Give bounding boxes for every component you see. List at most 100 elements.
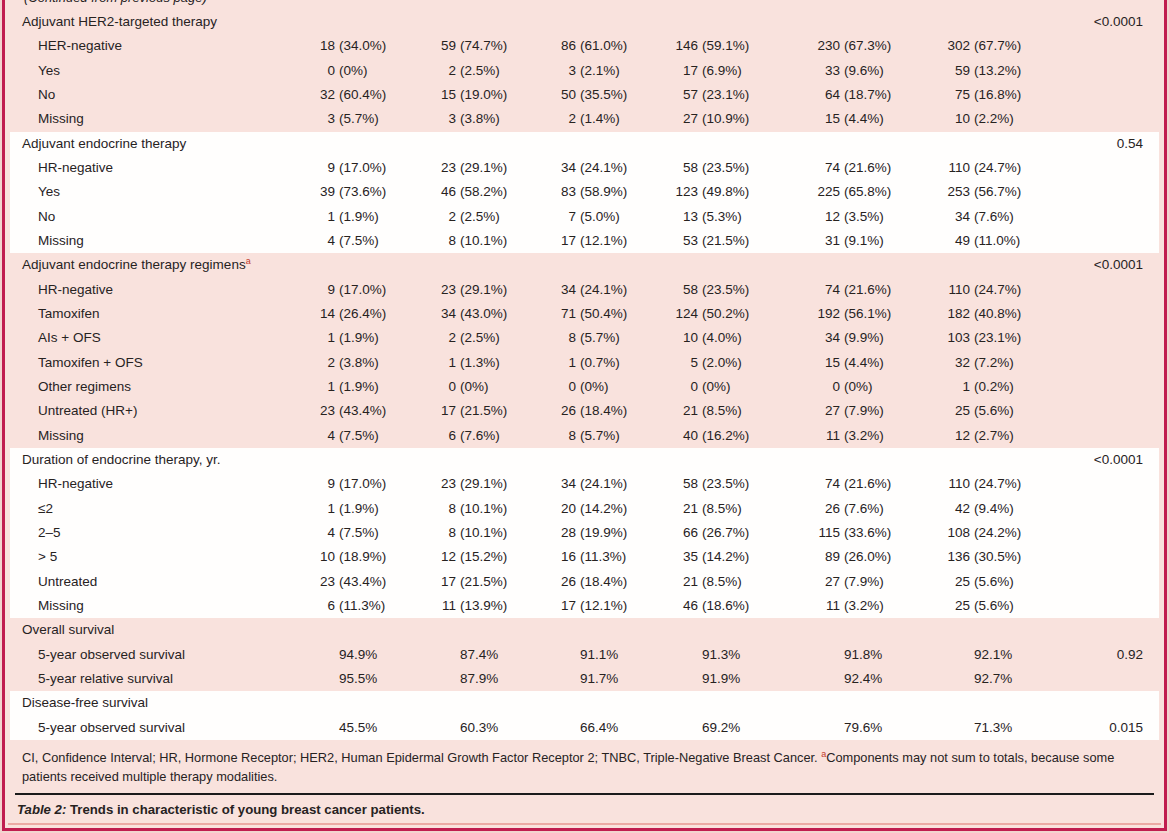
data-cell: 35(14.2%)	[666, 545, 808, 569]
cell-count: 46	[666, 594, 698, 618]
cell-count: 136	[938, 545, 970, 569]
cell-count: 110	[938, 278, 970, 302]
cell-count: 34	[938, 205, 970, 229]
data-cell: 3(5.7%)	[303, 107, 424, 131]
data-cell: 1(1.9%)	[303, 326, 424, 350]
row-label: Missing	[10, 107, 303, 131]
cell-percent: (26.7%)	[702, 521, 749, 545]
cell-count: 59	[424, 34, 456, 58]
cell-percent: (18.6%)	[702, 594, 749, 618]
cell-count: 182	[938, 302, 970, 326]
cell-count: 11	[808, 594, 840, 618]
data-cell: 7(5.0%)	[544, 205, 666, 229]
data-cell: 192(56.1%)	[808, 302, 938, 326]
row-label: HER-negative	[10, 34, 303, 58]
cell-percent: (19.0%)	[460, 83, 507, 107]
data-cell: 5(2.0%)	[666, 351, 808, 375]
data-cell: 91.1%	[544, 643, 666, 667]
bottom-gap	[5, 825, 1164, 829]
cell-count: 4	[303, 521, 335, 545]
cell-percent: (5.7%)	[339, 107, 379, 131]
cell-count: 50	[544, 83, 576, 107]
data-cell: 103(23.1%)	[938, 326, 1058, 350]
cell-percent: (2.0%)	[702, 351, 742, 375]
cell-percent: 71.3%	[974, 716, 1012, 740]
data-cell: 9(17.0%)	[303, 156, 424, 180]
cell-percent: (15.2%)	[460, 545, 507, 569]
cell-count: 13	[666, 205, 698, 229]
cell-percent: (18.4%)	[580, 570, 627, 594]
data-cell: 91.7%	[544, 667, 666, 691]
cell-count: 9	[303, 156, 335, 180]
cell-count: 66	[666, 521, 698, 545]
cell-count: 9	[303, 278, 335, 302]
data-cell: 57(23.1%)	[666, 83, 808, 107]
cell-count: 6	[424, 424, 456, 448]
cell-count: 8	[544, 326, 576, 350]
data-cell: 26(7.6%)	[808, 497, 938, 521]
data-cell: 74(21.6%)	[808, 156, 938, 180]
data-cell: 0(0%)	[544, 375, 666, 399]
cell-percent: (23.1%)	[702, 83, 749, 107]
data-cell: 58(23.5%)	[666, 156, 808, 180]
data-cell: 10(18.9%)	[303, 545, 424, 569]
cell-percent: (60.4%)	[339, 83, 386, 107]
cell-percent: (56.7%)	[974, 180, 1021, 204]
section-header-row: Overall survival	[10, 618, 1159, 642]
cell-count: 3	[544, 59, 576, 83]
cell-count: 108	[938, 521, 970, 545]
row-label: HR-negative	[10, 278, 303, 302]
cell-percent: (2.5%)	[460, 59, 500, 83]
cell-percent: (24.1%)	[580, 278, 627, 302]
data-cell: 79.6%	[808, 716, 938, 740]
data-cell: 23(29.1%)	[424, 472, 544, 496]
data-cell: 33(9.6%)	[808, 59, 938, 83]
data-cell: 23(29.1%)	[424, 156, 544, 180]
table-row: No1(1.9%)2(2.5%)7(5.0%)13(5.3%)12(3.5%)3…	[10, 205, 1159, 229]
data-cell: 17(6.9%)	[666, 59, 808, 83]
cell-count: 27	[808, 399, 840, 423]
table-row: ≤21(1.9%)8(10.1%)20(14.2%)21(8.5%)26(7.6…	[10, 497, 1159, 521]
cell-count: 12	[424, 545, 456, 569]
data-cell: 59(13.2%)	[938, 59, 1058, 83]
cell-percent: (5.0%)	[580, 205, 620, 229]
data-cell: 25(5.6%)	[938, 594, 1058, 618]
cell-count: 1	[303, 497, 335, 521]
data-cell: 2(2.5%)	[424, 205, 544, 229]
cell-percent: (23.5%)	[702, 156, 749, 180]
row-label: No	[10, 83, 303, 107]
cell-count: 86	[544, 34, 576, 58]
data-cell: 50(35.5%)	[544, 83, 666, 107]
data-cell: 66.4%	[544, 716, 666, 740]
continued-note-text: (Continued from previous page)	[10, 0, 1159, 5]
cell-percent: (24.7%)	[974, 278, 1021, 302]
data-cell: 3(3.8%)	[424, 107, 544, 131]
cell-percent: (5.7%)	[580, 326, 620, 350]
data-cell: 23(29.1%)	[424, 278, 544, 302]
data-cell: 34(24.1%)	[544, 278, 666, 302]
data-cell: 15(4.4%)	[808, 351, 938, 375]
section-header-row: Duration of endocrine therapy, yr.<0.000…	[10, 448, 1159, 472]
data-cell: 74(21.6%)	[808, 278, 938, 302]
data-cell: 6(7.6%)	[424, 424, 544, 448]
cell-count: 253	[938, 180, 970, 204]
cell-count: 39	[303, 180, 335, 204]
cell-percent: (7.5%)	[339, 521, 379, 545]
data-cell: 108(24.2%)	[938, 521, 1058, 545]
data-cell: 17(21.5%)	[424, 399, 544, 423]
cell-count: 8	[424, 229, 456, 253]
cell-percent: 94.9%	[339, 643, 377, 667]
cell-count: 17	[666, 59, 698, 83]
cell-count: 34	[544, 278, 576, 302]
cell-percent: (5.7%)	[580, 424, 620, 448]
cell-percent: (29.1%)	[460, 472, 507, 496]
data-cell: 31(9.1%)	[808, 229, 938, 253]
cell-count: 8	[424, 521, 456, 545]
row-label: HR-negative	[10, 156, 303, 180]
cell-count: 1	[303, 205, 335, 229]
cell-percent: (40.8%)	[974, 302, 1021, 326]
table-section: Duration of endocrine therapy, yr.<0.000…	[10, 448, 1159, 618]
data-cell: 40(16.2%)	[666, 424, 808, 448]
data-cell: 253(56.7%)	[938, 180, 1058, 204]
cell-count: 10	[303, 545, 335, 569]
